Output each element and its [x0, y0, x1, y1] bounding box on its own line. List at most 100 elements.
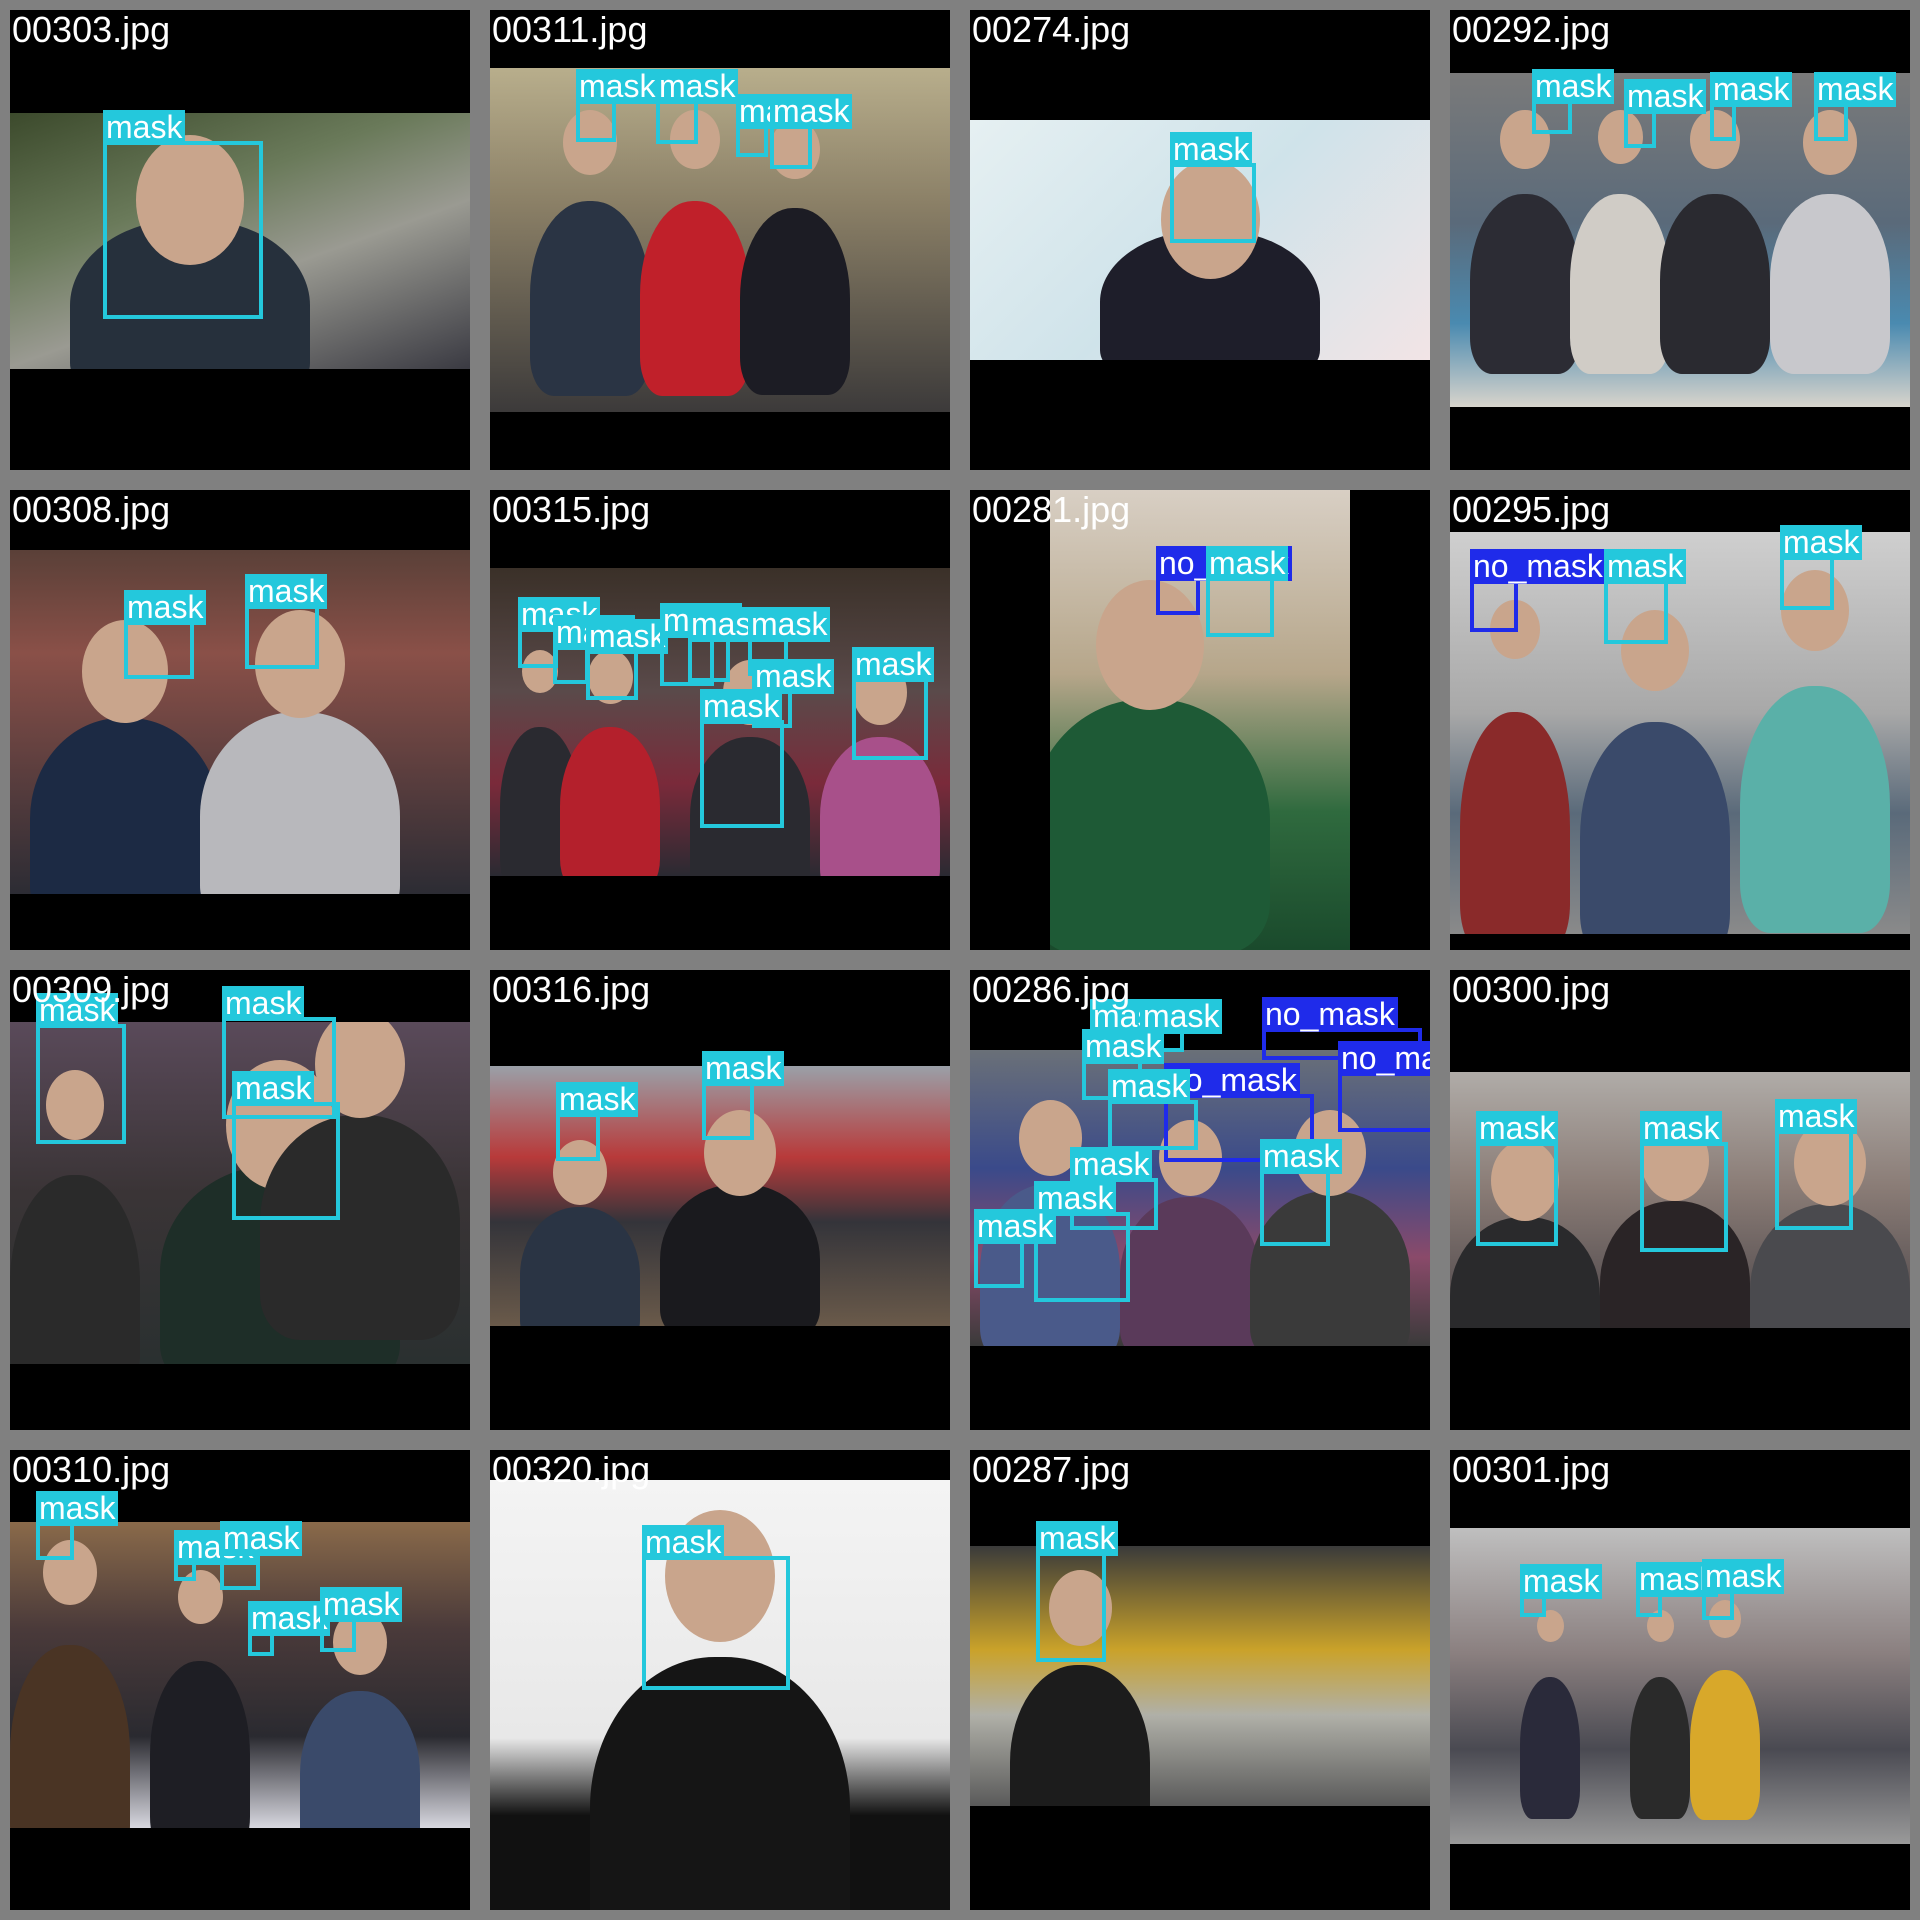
- mask-detection-box: mask: [553, 615, 636, 684]
- file-name: 00287.jpg: [972, 1449, 1131, 1490]
- photo: [10, 550, 470, 894]
- detection-label: mask: [642, 1525, 725, 1560]
- detection-tile: mask 00320.jpg: [480, 1440, 960, 1920]
- detection-label: mask: [1780, 525, 1863, 560]
- mask-detection-box: mask: [974, 1209, 1057, 1288]
- person-figure: [1460, 712, 1570, 934]
- detection-label: mask: [232, 1071, 315, 1106]
- person-head: [1158, 1120, 1222, 1196]
- mask-detection-box: mask: [1476, 1111, 1559, 1246]
- detection-label: mask: [1604, 549, 1687, 584]
- detection-tile: mask 00303.jpg: [0, 0, 480, 480]
- mask-detection-box: mask: [736, 94, 819, 157]
- detection-label: mask: [1140, 999, 1223, 1034]
- detection-label: mask: [248, 1601, 331, 1636]
- person-figure: [1450, 1217, 1600, 1328]
- person-figure: [590, 1657, 850, 1910]
- detection-label: mask: [1070, 1147, 1153, 1182]
- detection-label: mask: [748, 607, 831, 642]
- person-head: [704, 1110, 776, 1197]
- detection-label: mask: [1082, 1029, 1165, 1064]
- mask-detection-box: mask: [174, 1530, 257, 1581]
- detection-label: mask: [1206, 546, 1289, 581]
- mask-detection-box: mask: [1108, 1069, 1198, 1150]
- mask-detection-box: mask: [232, 1071, 340, 1220]
- person-figure: [1580, 722, 1730, 934]
- person-figure: [10, 1645, 130, 1828]
- person-head: [1096, 580, 1204, 710]
- no-mask-detection-box: no_mask: [1470, 549, 1606, 632]
- mask-detection-box: mask: [770, 94, 853, 169]
- file-name: 00309.jpg: [12, 969, 171, 1010]
- person-figure: [30, 718, 220, 894]
- file-name: 00286.jpg: [972, 969, 1131, 1010]
- detection-tile: mask 00287.jpg: [960, 1440, 1440, 1920]
- mask-detection-box: mask: [518, 597, 601, 668]
- person-figure: [1120, 1197, 1260, 1346]
- detection-tile: maskmaskmaskno_maskno_maskno_maskmaskmas…: [960, 960, 1440, 1440]
- mask-detection-box: mask: [576, 69, 659, 142]
- person-head: [1500, 110, 1550, 170]
- person-figure: [690, 737, 810, 876]
- detection-label: mask: [1260, 1139, 1343, 1174]
- detection-label: mask: [770, 94, 853, 129]
- person-head: [587, 650, 633, 704]
- mask-detection-box: mask: [222, 986, 336, 1119]
- mask-detection-box: mask: [1140, 999, 1223, 1052]
- mask-detection-box: mask: [220, 1521, 303, 1590]
- detection-label: mask: [36, 1491, 119, 1526]
- file-name: 00310.jpg: [12, 1449, 171, 1490]
- detection-label: mask: [320, 1587, 403, 1622]
- person-head: [136, 135, 244, 265]
- detection-label: mask: [852, 647, 935, 682]
- person-head: [255, 610, 345, 718]
- mask-detection-box: mask: [245, 574, 328, 669]
- mask-detection-box: mask: [1640, 1111, 1728, 1252]
- person-figure: [200, 711, 400, 894]
- person-head: [1491, 1140, 1559, 1221]
- detection-label: mask: [1710, 72, 1793, 107]
- detection-label: no_mask: [1470, 549, 1606, 584]
- detection-label: mask: [1532, 69, 1615, 104]
- person-head: [1781, 570, 1849, 651]
- detection-label: mask: [1036, 1521, 1119, 1556]
- mask-detection-box: mask: [1624, 79, 1707, 148]
- person-figure: [1050, 699, 1270, 950]
- detection-label: mask: [1624, 79, 1707, 114]
- person-figure: [1570, 194, 1670, 374]
- detection-tile: mask 00274.jpg: [960, 0, 1440, 480]
- detection-label: mask: [752, 659, 835, 694]
- photo: [1450, 532, 1910, 934]
- person-head: [1621, 610, 1689, 691]
- mask-detection-box: mask: [1780, 525, 1863, 610]
- mask-detection-box: mask: [36, 1491, 119, 1560]
- person-head: [563, 110, 617, 175]
- mask-detection-box: mask: [700, 689, 784, 828]
- detection-label: mask: [556, 1082, 639, 1117]
- mask-detection-box: mask: [103, 110, 263, 319]
- person-figure: [660, 1183, 820, 1326]
- mask-detection-box: mask: [1814, 72, 1897, 141]
- detection-tile: mask mask 00316.jpg: [480, 960, 960, 1440]
- photo: [1050, 490, 1350, 950]
- photo: [490, 1480, 950, 1910]
- detection-label: mask: [245, 574, 328, 609]
- mask-detection-box: mask: [656, 69, 739, 144]
- mask-detection-box: mask: [36, 993, 126, 1144]
- mask-detection-box: mask: [1636, 1562, 1719, 1617]
- file-name: 00295.jpg: [1452, 489, 1611, 530]
- file-name: 00315.jpg: [492, 489, 651, 530]
- mask-detection-box: mask: [688, 607, 771, 682]
- detection-label: mask: [1108, 1069, 1191, 1104]
- detection-label: mask: [124, 590, 207, 625]
- detection-tile: no_mask mask mask 00295.jpg: [1440, 480, 1920, 960]
- detection-tile: maskmaskmaskmask00311.jpg: [480, 0, 960, 480]
- mask-detection-box: mask: [702, 1051, 785, 1140]
- detection-label: mask: [36, 993, 119, 1028]
- person-figure: [1250, 1190, 1410, 1346]
- person-figure: [1010, 1664, 1150, 1806]
- file-name: 00281.jpg: [972, 489, 1131, 530]
- person-head: [1597, 110, 1643, 164]
- mask-detection-box: mask: [1604, 549, 1687, 644]
- detection-label: mask: [656, 69, 739, 104]
